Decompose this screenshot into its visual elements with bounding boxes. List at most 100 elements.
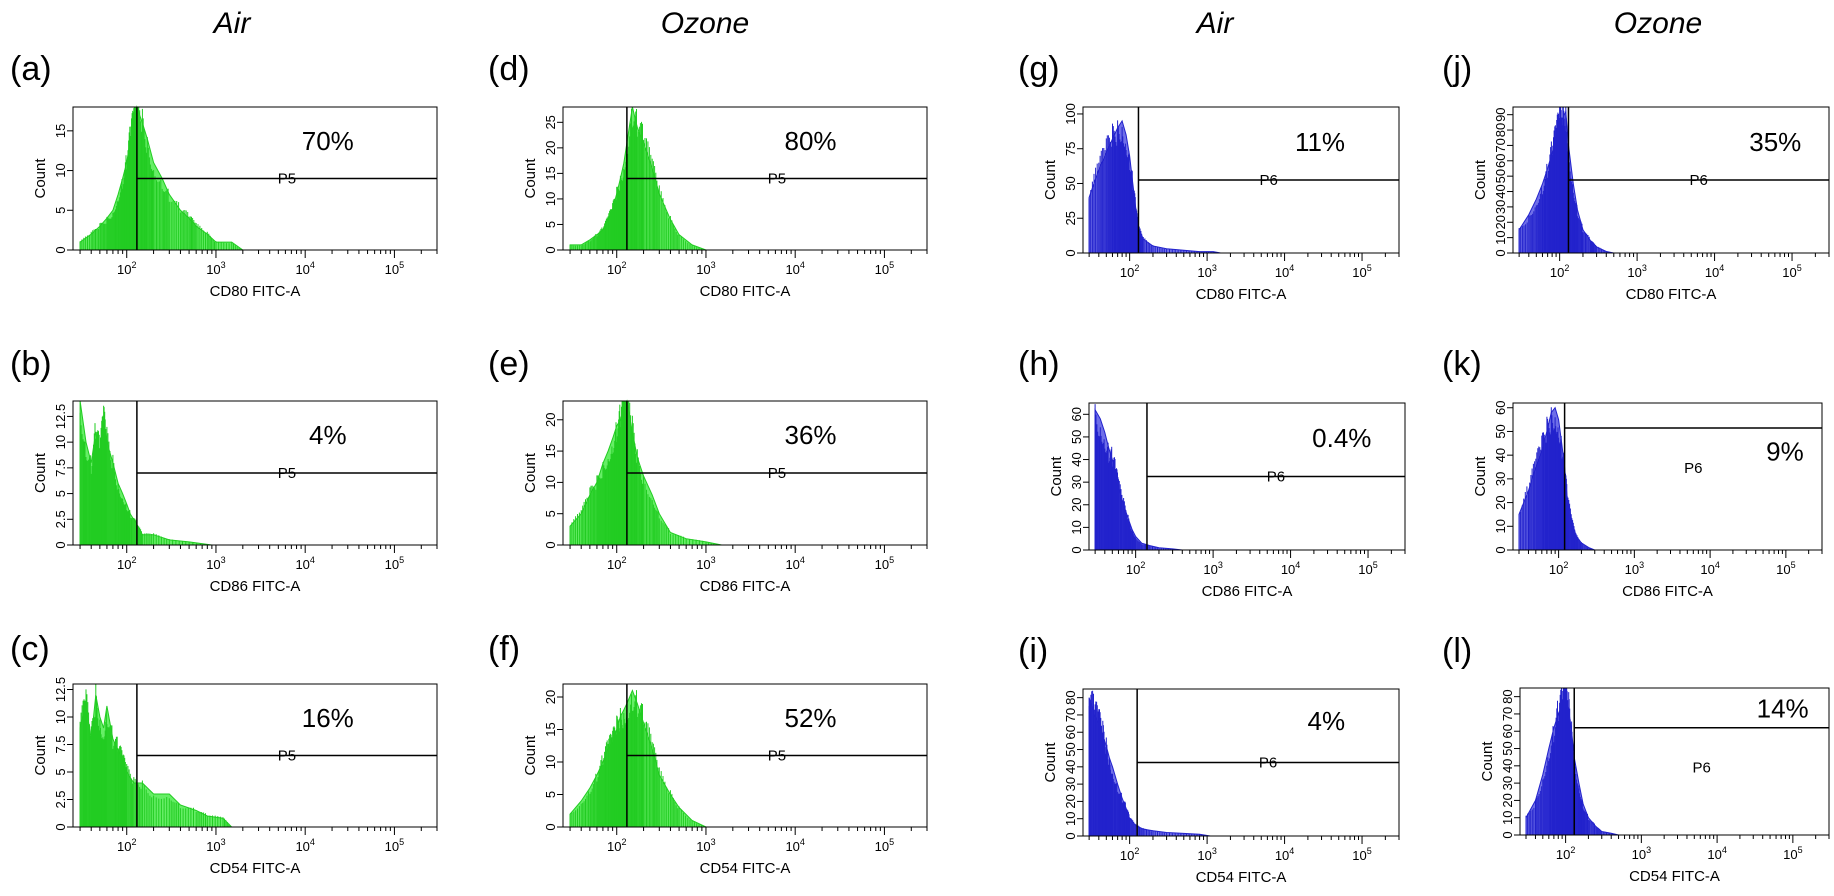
y-tick-label: 0 <box>53 823 68 830</box>
y-tick-label: 50 <box>1500 741 1515 755</box>
x-tick-label: 102 <box>1120 846 1139 863</box>
gate-label: P5 <box>768 748 786 765</box>
y-tick-label: 10 <box>543 192 558 206</box>
panel-letter: (k) <box>1442 345 1482 383</box>
x-tick-label: 104 <box>1700 560 1719 577</box>
y-tick-label: 40 <box>1500 759 1515 773</box>
y-axis-label: Count <box>522 735 539 776</box>
x-tick-label: 103 <box>1203 560 1222 577</box>
y-tick-label: 20 <box>1500 793 1515 807</box>
y-tick-label: 5 <box>543 510 558 517</box>
panel-letter: (e) <box>488 345 530 383</box>
gate-label: P5 <box>768 171 786 188</box>
x-tick-label: 103 <box>696 837 715 854</box>
x-tick-label: 103 <box>206 555 225 572</box>
y-tick-label: 50 <box>1063 742 1078 756</box>
y-tick-label: 60 <box>1063 725 1078 739</box>
column-header-1: Air <box>212 7 252 40</box>
gate-label: P5 <box>278 171 296 188</box>
y-tick-label: 10 <box>1069 520 1084 534</box>
y-tick-label: 15 <box>543 166 558 180</box>
x-tick-label: 102 <box>117 260 136 277</box>
y-tick-label: 2.5 <box>53 790 68 808</box>
y-tick-label: 10 <box>53 710 68 724</box>
y-tick-label: 25 <box>1063 211 1078 225</box>
x-tick-label: 105 <box>1352 846 1371 863</box>
column-header-3: Air <box>1195 7 1235 40</box>
y-tick-label: 5 <box>53 207 68 214</box>
percent-label: 4% <box>1308 706 1346 736</box>
panel-h: (h) P6 0.4% 102 103 104 105 0 10 20 30 40 50 60 CD86 F… <box>1018 345 1406 600</box>
x-tick-label: 102 <box>1550 263 1569 280</box>
panel-letter: (i) <box>1018 632 1048 670</box>
y-tick-label: 90 <box>1493 107 1508 121</box>
percent-label: 4% <box>309 420 347 450</box>
y-tick-label: 10 <box>543 755 558 769</box>
y-tick-label: 0 <box>543 541 558 548</box>
y-tick-label: 40 <box>1063 760 1078 774</box>
x-tick-label: 105 <box>385 555 404 572</box>
x-axis-label: CD86 FITC-A <box>1202 583 1293 600</box>
y-tick-label: 12.5 <box>53 404 68 429</box>
gate-label: P6 <box>1692 760 1710 777</box>
x-tick-label: 102 <box>607 260 626 277</box>
x-tick-label: 104 <box>295 555 314 572</box>
y-tick-label: 10 <box>1063 811 1078 825</box>
panel-c: (c) P5 16% 102 103 104 105 0 2.5 5 7.5 10 12.5 CD54 F… <box>10 630 438 877</box>
percent-label: 9% <box>1766 436 1804 466</box>
panel-letter: (b) <box>10 345 52 383</box>
percent-label: 52% <box>784 703 836 733</box>
percent-label: 11% <box>1295 127 1345 157</box>
x-tick-label: 105 <box>1776 560 1795 577</box>
percent-label: 0.4% <box>1312 423 1371 453</box>
y-tick-label: 50 <box>1493 169 1508 183</box>
y-axis-label: Count <box>522 452 539 493</box>
x-tick-label: 103 <box>1197 263 1216 280</box>
x-tick-label: 102 <box>607 555 626 572</box>
y-tick-label: 40 <box>1069 452 1084 466</box>
y-tick-label: 15 <box>543 722 558 736</box>
y-tick-label: 15 <box>543 444 558 458</box>
x-tick-label: 104 <box>1275 263 1294 280</box>
x-tick-label: 103 <box>206 837 225 854</box>
gate-label: P6 <box>1260 172 1278 189</box>
y-tick-label: 30 <box>1500 776 1515 790</box>
x-tick-label: 102 <box>1556 845 1575 862</box>
x-axis-label: CD80 FITC-A <box>700 283 791 300</box>
percent-label: 36% <box>784 420 836 450</box>
x-tick-label: 104 <box>785 837 804 854</box>
panel-letter: (f) <box>488 630 520 668</box>
x-tick-label: 105 <box>1352 263 1371 280</box>
plot-frame <box>1519 687 1830 836</box>
y-tick-label: 75 <box>1063 141 1078 155</box>
panel-letter: (c) <box>10 630 50 668</box>
y-tick-label: 80 <box>1500 689 1515 703</box>
panel-letter: (d) <box>488 50 530 88</box>
y-tick-label: 100 <box>1063 103 1078 125</box>
y-tick-label: 20 <box>1063 794 1078 808</box>
y-tick-label: 40 <box>1493 448 1508 462</box>
y-tick-label: 10 <box>1500 810 1515 824</box>
x-tick-label: 104 <box>1275 846 1294 863</box>
gate-label: P5 <box>768 465 786 482</box>
x-tick-label: 103 <box>1625 560 1644 577</box>
x-axis-label: CD54 FITC-A <box>1196 869 1287 886</box>
panel-l: (l) P6 14% 102 103 104 105 0 10 20 30 40 50 60 70 80 CD5… <box>1442 632 1830 885</box>
y-tick-label: 0 <box>1493 546 1508 553</box>
x-axis-label: CD86 FITC-A <box>700 578 791 595</box>
x-tick-label: 102 <box>117 837 136 854</box>
y-tick-label: 20 <box>1069 498 1084 512</box>
column-headers: Air Ozone Air Ozone <box>212 7 1703 40</box>
panel-b: (b) P5 4% 102 103 104 105 0 2.5 5 7.5 10 12.5 CD86 FI… <box>10 345 438 595</box>
y-tick-label: 0 <box>1500 831 1515 838</box>
y-tick-label: 0 <box>1063 832 1078 839</box>
percent-label: 70% <box>302 126 354 156</box>
panel-g: (g) P6 11% 102 103 104 105 0 25 50 75 100 CD80 FITC-… <box>1018 50 1400 303</box>
plot-frame <box>1512 402 1823 551</box>
y-axis-label: Count <box>32 735 49 776</box>
y-tick-label: 0 <box>53 246 68 253</box>
x-tick-label: 102 <box>1126 560 1145 577</box>
x-tick-label: 103 <box>696 260 715 277</box>
